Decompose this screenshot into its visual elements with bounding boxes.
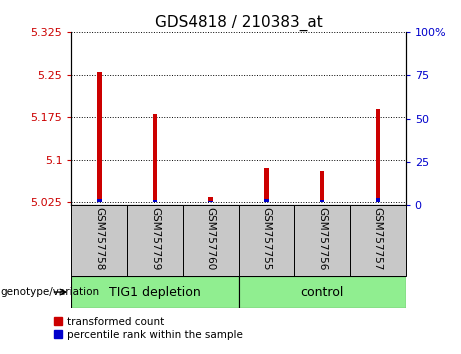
Text: genotype/variation: genotype/variation: [0, 287, 99, 297]
Bar: [376, 199, 380, 202]
Bar: [376, 109, 380, 202]
Text: GSM757757: GSM757757: [373, 207, 383, 271]
Bar: [294, 205, 350, 276]
Bar: [238, 205, 294, 276]
Bar: [320, 200, 325, 202]
Bar: [208, 201, 213, 202]
Bar: [264, 199, 269, 202]
Bar: [97, 199, 101, 202]
Bar: [208, 197, 213, 202]
Bar: [264, 169, 269, 202]
Bar: [183, 205, 238, 276]
Text: GSM757755: GSM757755: [261, 207, 272, 271]
Text: TIG1 depletion: TIG1 depletion: [109, 286, 201, 298]
Text: GSM757759: GSM757759: [150, 207, 160, 271]
Bar: [127, 205, 183, 276]
Bar: [71, 205, 127, 276]
Text: GSM757756: GSM757756: [317, 207, 327, 271]
Legend: transformed count, percentile rank within the sample: transformed count, percentile rank withi…: [53, 317, 243, 340]
Text: GSM757760: GSM757760: [206, 207, 216, 271]
Bar: [97, 72, 101, 202]
Text: control: control: [301, 286, 344, 298]
Bar: [153, 200, 157, 202]
Title: GDS4818 / 210383_at: GDS4818 / 210383_at: [155, 14, 322, 30]
Bar: [350, 205, 406, 276]
Bar: [153, 114, 157, 202]
Bar: [71, 276, 239, 308]
Text: GSM757758: GSM757758: [95, 207, 104, 271]
Bar: [238, 276, 406, 308]
Bar: [320, 171, 325, 202]
